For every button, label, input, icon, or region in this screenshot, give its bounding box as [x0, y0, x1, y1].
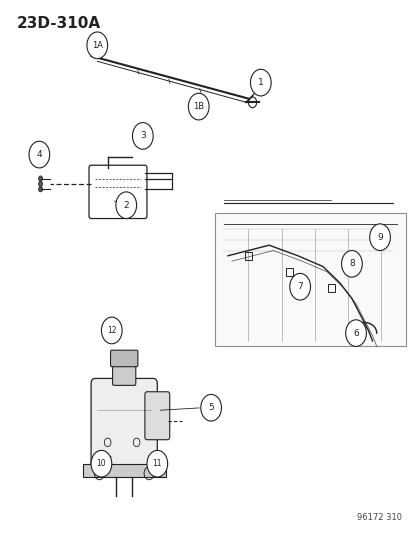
- Circle shape: [341, 251, 361, 277]
- Text: 8: 8: [348, 260, 354, 268]
- Circle shape: [38, 176, 43, 181]
- Text: 4: 4: [36, 150, 42, 159]
- Text: 11: 11: [152, 459, 161, 468]
- FancyBboxPatch shape: [145, 392, 169, 440]
- Text: 3: 3: [140, 132, 145, 140]
- Circle shape: [250, 69, 271, 96]
- Circle shape: [289, 273, 310, 300]
- Text: 12: 12: [107, 326, 116, 335]
- Circle shape: [116, 192, 136, 219]
- Bar: [83, 464, 165, 477]
- Circle shape: [38, 187, 43, 192]
- FancyBboxPatch shape: [110, 350, 138, 367]
- Text: 23D-310A: 23D-310A: [17, 16, 100, 31]
- Text: 6: 6: [352, 329, 358, 337]
- Circle shape: [101, 317, 122, 344]
- Circle shape: [369, 224, 389, 251]
- Text: 10: 10: [96, 459, 106, 468]
- Circle shape: [87, 32, 107, 59]
- Circle shape: [38, 181, 43, 187]
- Bar: [244, 252, 251, 260]
- Circle shape: [188, 93, 209, 120]
- Polygon shape: [215, 213, 405, 346]
- Text: 96172 310: 96172 310: [356, 513, 401, 522]
- Text: 9: 9: [376, 233, 382, 241]
- FancyBboxPatch shape: [91, 378, 157, 469]
- Text: 1A: 1A: [92, 41, 102, 50]
- Bar: [286, 268, 292, 276]
- Circle shape: [91, 450, 112, 477]
- Circle shape: [147, 450, 167, 477]
- Circle shape: [200, 394, 221, 421]
- Circle shape: [345, 320, 366, 346]
- Text: 2: 2: [123, 201, 129, 209]
- Text: 1B: 1B: [193, 102, 204, 111]
- Circle shape: [132, 123, 153, 149]
- Text: 5: 5: [208, 403, 214, 412]
- FancyBboxPatch shape: [112, 361, 135, 385]
- Text: 7: 7: [297, 282, 302, 291]
- Circle shape: [29, 141, 50, 168]
- Bar: [327, 284, 334, 292]
- Text: 1: 1: [257, 78, 263, 87]
